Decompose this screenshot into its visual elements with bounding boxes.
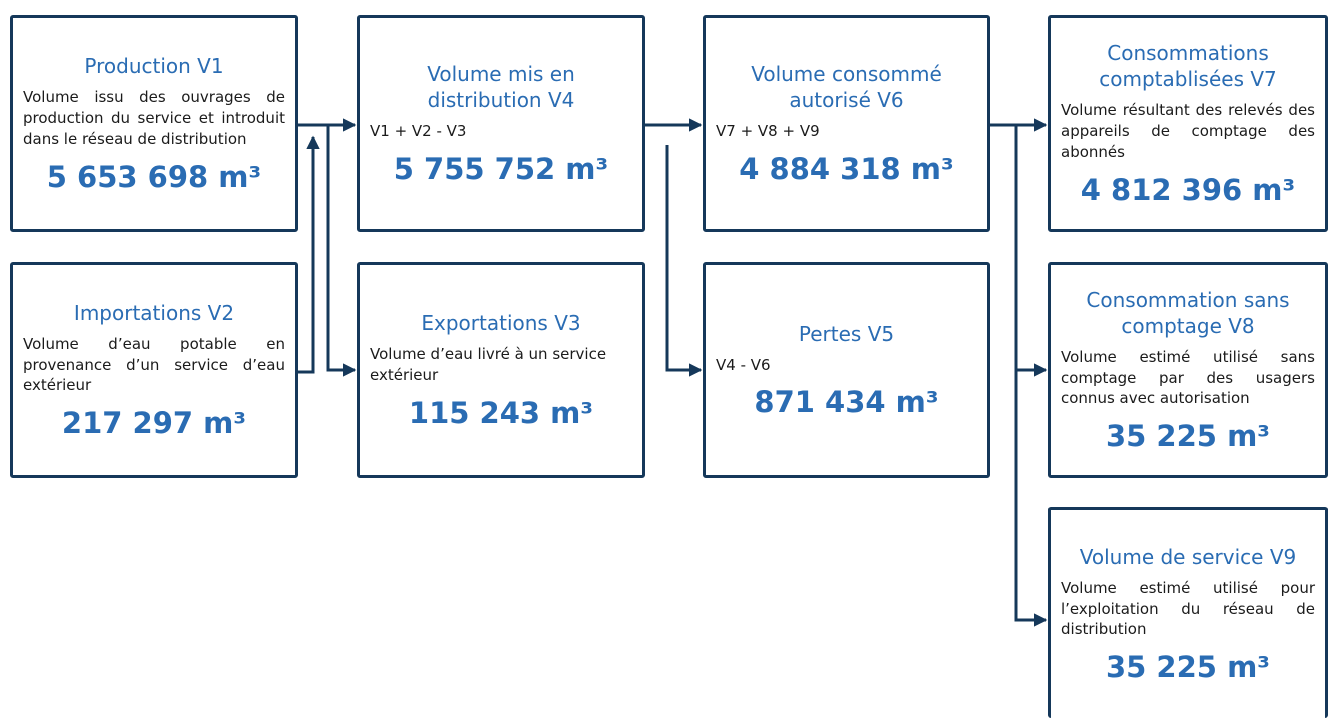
node-box: Volume consommé autorisé V6 V7 + V8 + V9 4… (703, 15, 990, 232)
node-title: Pertes V5 (798, 321, 895, 346)
node-value: 35 225 m³ (1105, 650, 1270, 685)
node-box: Consommations comptablisées V7 Volume rés… (1048, 15, 1328, 232)
node-text: V1 + V2 - V3 (370, 122, 467, 141)
node-value: 871 434 m³ (754, 385, 939, 420)
node-text: Volume d’eau potable en provenance d’un … (23, 334, 285, 395)
node-value: 217 297 m³ (61, 406, 247, 441)
node-title: Volume de service V9 (1079, 544, 1297, 569)
node-title: Consommations comptablisées V7 (1099, 41, 1277, 92)
node-value: 115 243 m³ (408, 395, 594, 430)
connectors (298, 118, 1048, 627)
node-title: Volume consommé autorisé V6 (751, 62, 942, 113)
node-value: 4 884 318 m³ (739, 151, 954, 186)
node-box: Volume de service V9 Volume estimé utilis… (1048, 507, 1328, 718)
node-title: Volume mis en distribution V4 (427, 62, 575, 113)
node-box: Exportations V3 Volume d’eau livré à un s… (357, 262, 645, 478)
node-box: Volume mis en distribution V4 V1 + V2 - V… (357, 15, 645, 232)
node-text: Volume d’eau livré à un service extérieu… (370, 345, 607, 384)
node-box: Importations V2 Volume d’eau potable en p… (10, 262, 298, 478)
node-title: Exportations V3 (421, 311, 581, 336)
node-title: Production V1 (84, 54, 224, 79)
node-value: 4 812 396 m³ (1080, 172, 1296, 207)
node-text: Volume issu des ouvrages de production d… (23, 88, 285, 148)
node-box: Pertes V5 V4 - V6 871 434 m³ (703, 262, 990, 478)
node-box: Production V1 Volume issu des ouvrages de… (10, 15, 298, 232)
node-title: Consommation sans comptage V8 (1086, 287, 1290, 338)
node-value: 5 653 698 m³ (46, 159, 262, 194)
node-value: 5 755 752 m³ (393, 151, 609, 186)
node-box: Consommation sans comptage V8 Volume esti… (1048, 262, 1328, 478)
node-text: Volume estimé utilisé sans comptage par … (1061, 347, 1315, 408)
node-text: Volume estimé utilisé pour l’exploitatio… (1061, 578, 1315, 639)
node-text: Volume résultant des relevés des apparei… (1061, 101, 1315, 161)
node-value: 35 225 m³ (1105, 419, 1270, 454)
node-text: V4 - V6 (716, 355, 771, 374)
node-title: Importations V2 (73, 300, 235, 325)
node-text: V7 + V8 + V9 (716, 122, 820, 141)
